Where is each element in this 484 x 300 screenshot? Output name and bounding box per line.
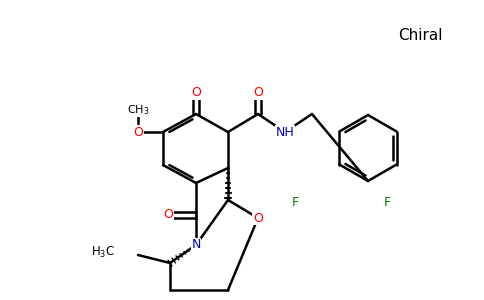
Text: H$_3$C: H$_3$C [91, 244, 115, 260]
Text: O: O [253, 86, 263, 100]
Text: F: F [383, 196, 391, 209]
Text: NH: NH [275, 125, 294, 139]
Text: Chiral: Chiral [398, 28, 442, 43]
Text: N: N [191, 238, 201, 251]
Text: O: O [253, 212, 263, 224]
Text: CH$_3$: CH$_3$ [127, 103, 149, 117]
Text: O: O [133, 125, 143, 139]
Text: O: O [191, 86, 201, 100]
Text: O: O [163, 208, 173, 221]
Text: F: F [291, 196, 299, 209]
